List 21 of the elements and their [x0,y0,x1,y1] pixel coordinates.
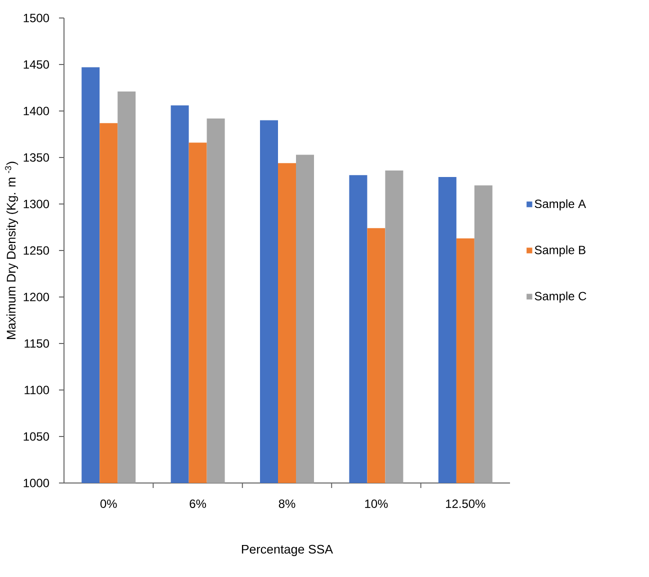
y-tick-label: 1250 [24,246,50,255]
y-tick-label: 1350 [24,153,50,162]
y-tick-label: 1150 [24,339,50,348]
legend-label: Sample A [534,199,586,210]
y-tick-label: 1050 [24,432,50,441]
y-tick-label: 1500 [24,14,50,22]
x-tick-label: 12.50% [446,500,486,508]
x-tick-label: 6% [190,500,206,508]
y-tick-label: 1000 [24,478,50,488]
y-tick-label: 1300 [24,200,50,208]
x-tick-label: 8% [278,500,296,508]
legend-label: Sample B [534,245,586,257]
y-tick-label: 1100 [24,386,50,394]
y-axis-title: Maximum Dry Density (Kg. m $^{-3}$) [5,162,18,339]
y-tick-label: 1450 [24,60,50,69]
legend-label: Sample C [534,292,586,303]
y-tick-label: 1200 [24,292,50,302]
x-tick-label: 10% [365,500,388,508]
x-tick-label: 0% [100,500,117,508]
y-tick-label: 1400 [24,106,50,116]
x-axis-title: Percentage SSA [242,544,333,556]
